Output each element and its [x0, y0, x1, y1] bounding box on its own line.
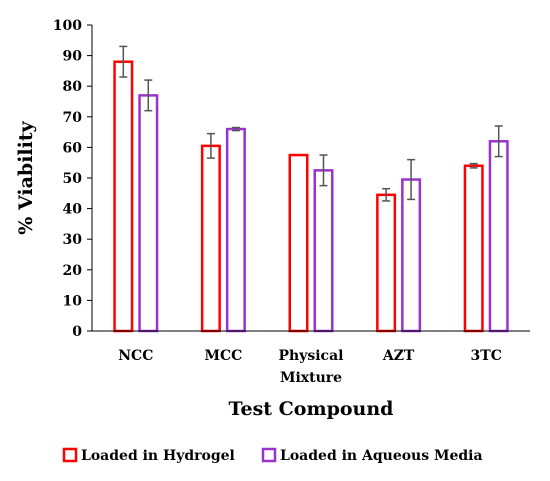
y-tick-label: 100: [53, 18, 82, 34]
bar: [288, 153, 309, 333]
y-tick-label: 10: [63, 293, 83, 309]
bar: [225, 127, 246, 333]
legend-item: Loaded in Hydrogel: [62, 447, 235, 464]
y-tick-label: 70: [63, 110, 83, 126]
y-tick-label: 90: [63, 49, 83, 65]
y-tick-label: 0: [72, 324, 82, 340]
y-tick-label: 80: [63, 79, 83, 95]
bar: [401, 178, 422, 333]
legend-swatch: [62, 447, 78, 463]
bars: [113, 60, 509, 333]
x-category-label: AZT: [382, 348, 415, 364]
bar: [376, 193, 397, 333]
y-tick-label: 40: [63, 202, 83, 218]
x-axis-categories: NCC MCC Physical Mixture AZT 3TC: [118, 348, 502, 386]
legend-item: Loaded in Aqueous Media: [261, 447, 483, 464]
legend-label: Loaded in Aqueous Media: [280, 448, 483, 464]
legend: Loaded in Hydrogel Loaded in Aqueous Medi…: [62, 447, 483, 464]
error-bars: [119, 45, 503, 202]
y-axis-title: % Viability: [15, 120, 37, 234]
x-category-label: NCC: [118, 348, 153, 364]
y-tick-label: 20: [63, 263, 83, 279]
bar: [138, 94, 159, 333]
bar: [463, 164, 484, 333]
bar: [313, 169, 334, 333]
legend-swatch: [261, 447, 277, 463]
x-axis-title: Test Compound: [229, 398, 394, 420]
bar: [200, 144, 221, 333]
x-category-label: MCC: [205, 348, 243, 364]
y-tick-label: 60: [63, 140, 83, 156]
bar: [488, 140, 509, 333]
y-axis-ticks: 0 10 20 30 40 50 60 70 80 90 100: [53, 18, 92, 340]
bar: [113, 60, 134, 333]
y-tick-label: 50: [63, 171, 83, 187]
y-tick-label: 30: [63, 232, 83, 248]
x-category-label: 3TC: [471, 348, 502, 364]
x-category-label: Physical Mixture: [279, 348, 344, 386]
legend-label: Loaded in Hydrogel: [81, 448, 235, 464]
